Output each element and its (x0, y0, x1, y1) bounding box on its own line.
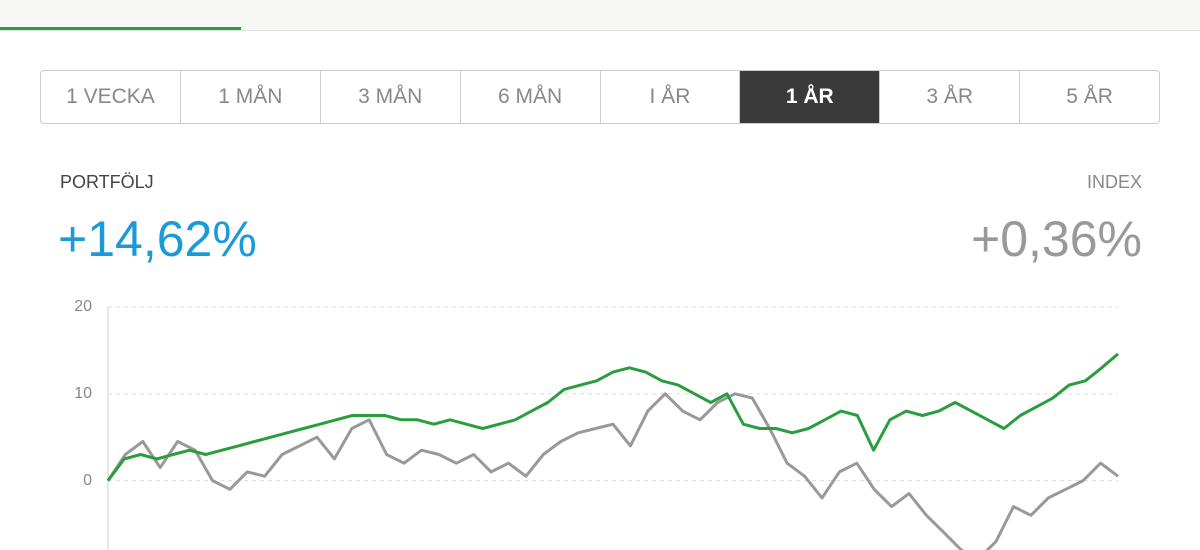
period-tabs: 1 VECKA 1 MÅN 3 MÅN 6 MÅN I ÅR 1 ÅR 3 ÅR 5 ÅR (40, 70, 1160, 124)
period-tab[interactable]: 6 MÅN (461, 71, 601, 123)
period-tab[interactable]: 1 ÅR (740, 71, 881, 123)
period-tab[interactable]: 5 ÅR (1066, 85, 1113, 108)
series-line (106, 352, 1119, 482)
y-tick-label: 0 (83, 472, 92, 489)
index-change: +0,36% (971, 211, 1142, 267)
period-tab[interactable]: 1 MÅN (181, 71, 321, 123)
top-nav (0, 0, 1200, 31)
portfolio-label: PORTFÖLJ (60, 172, 154, 192)
period-tab[interactable]: 3 ÅR (880, 71, 1021, 123)
period-tab[interactable]: I ÅR (601, 71, 741, 123)
index-label: INDEX (1086, 172, 1142, 192)
y-tick-label: 20 (74, 298, 92, 315)
y-tick-label: 10 (74, 385, 92, 402)
period-tab[interactable]: 1 VECKA (41, 71, 181, 123)
portfolio-change: +14,62% (58, 211, 257, 267)
series-line (106, 392, 1119, 550)
period-tab[interactable]: 3 MÅN (321, 71, 461, 123)
active-nav-underline (0, 27, 241, 30)
